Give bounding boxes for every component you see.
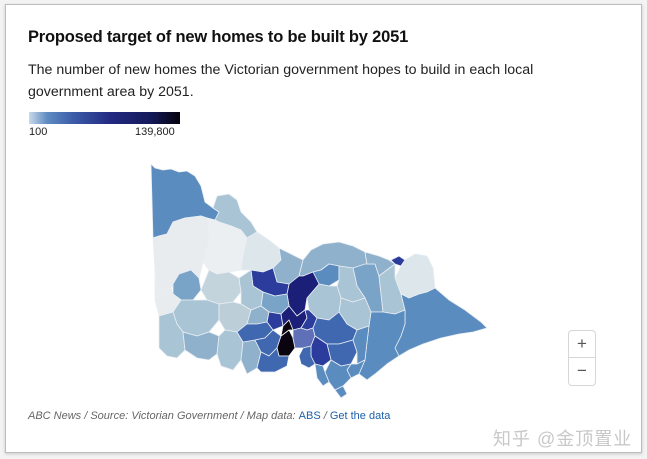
credit-separator: / <box>320 410 330 422</box>
credit-text: ABC News / Source: Victorian Government … <box>28 410 299 422</box>
zoom-in-button[interactable]: + <box>569 331 595 358</box>
abs-link[interactable]: ABS <box>298 410 321 422</box>
legend-min-label: 100 <box>29 126 48 138</box>
chart-title: Proposed target of new homes to be built… <box>28 28 409 46</box>
lga-wilsons-prom[interactable] <box>334 385 348 399</box>
port-phillip-bay <box>287 348 303 366</box>
legend-max-label: 139,800 <box>135 126 175 138</box>
lga-moyne[interactable] <box>182 331 220 361</box>
chart-card: Proposed target of new homes to be built… <box>5 4 642 453</box>
lga-baw-baw[interactable] <box>352 325 370 365</box>
lga-mornington[interactable] <box>298 345 316 369</box>
lga-south-gippsland[interactable] <box>324 359 352 391</box>
source-credit: ABC News / Source: Victorian Government … <box>28 410 390 422</box>
color-scale-legend <box>29 112 180 124</box>
map-zoom-control: + − <box>568 330 596 386</box>
lga-northern-grampians[interactable] <box>200 269 242 305</box>
lga-east-gippsland[interactable] <box>394 287 488 357</box>
victoria-choropleth-map[interactable] <box>143 160 493 400</box>
chart-subtitle: The number of new homes the Victorian go… <box>28 62 534 100</box>
lga-greater-geelong[interactable] <box>256 347 290 373</box>
zoom-out-button[interactable]: − <box>577 361 587 380</box>
get-the-data-link[interactable]: Get the data <box>329 410 391 422</box>
lga-brimbank[interactable] <box>280 319 294 337</box>
lga-melton[interactable] <box>266 311 284 331</box>
watermark: 知乎 @金顶置业 <box>493 429 633 449</box>
lga-bass-coast[interactable] <box>314 363 330 387</box>
